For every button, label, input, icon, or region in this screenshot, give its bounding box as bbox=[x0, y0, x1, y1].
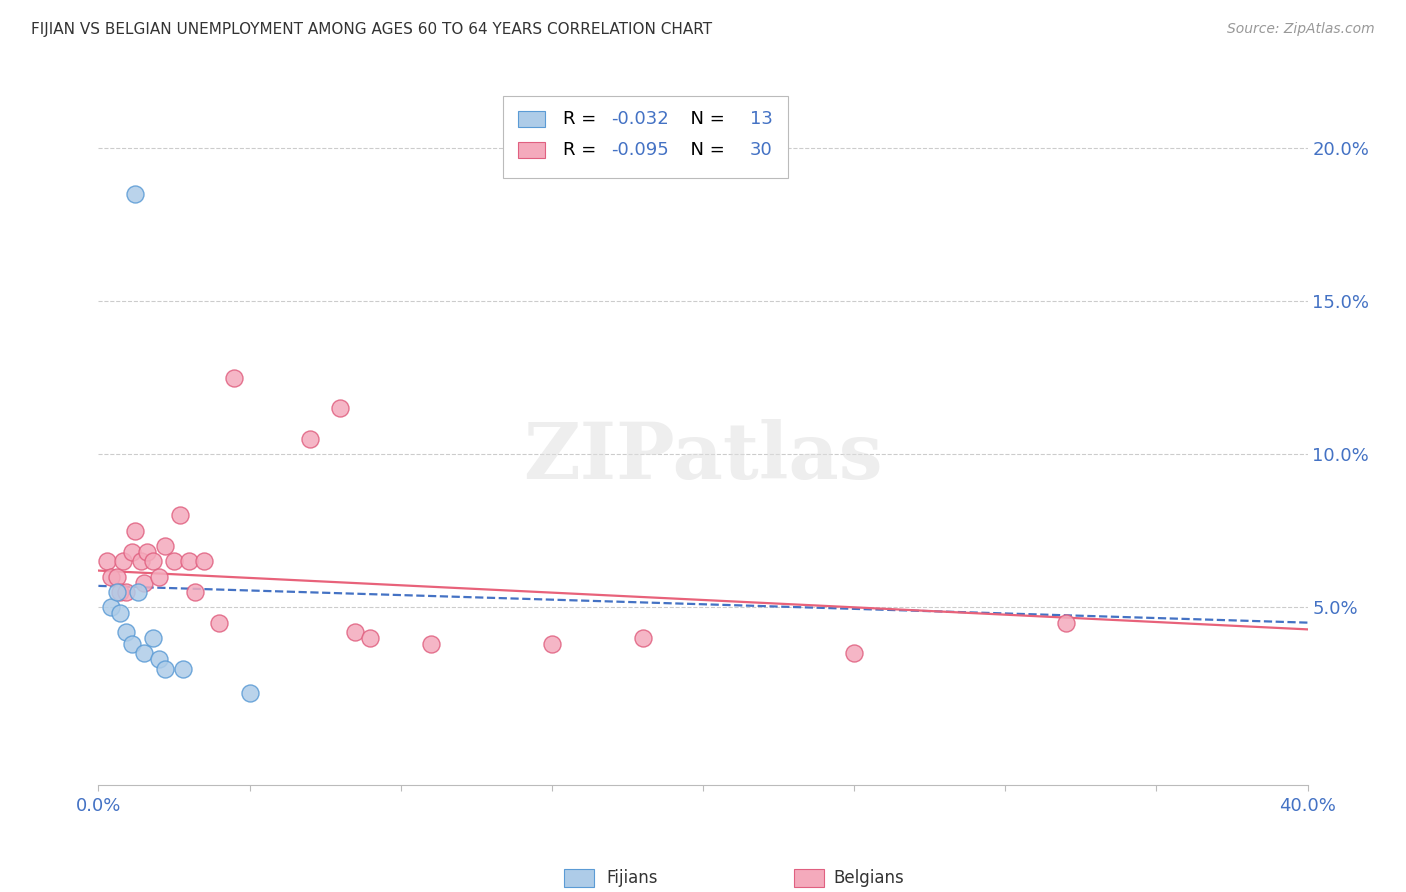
Point bbox=[224, 370, 246, 384]
Point bbox=[299, 432, 322, 446]
Point bbox=[153, 539, 176, 553]
Point bbox=[114, 624, 136, 639]
Point bbox=[208, 615, 231, 630]
Point bbox=[96, 554, 118, 568]
Point bbox=[132, 646, 155, 660]
FancyBboxPatch shape bbox=[517, 142, 544, 158]
Point bbox=[172, 662, 194, 676]
Text: ZIPatlas: ZIPatlas bbox=[523, 418, 883, 495]
Point bbox=[344, 624, 367, 639]
Point bbox=[105, 570, 128, 584]
Point bbox=[184, 585, 207, 599]
Text: Source: ZipAtlas.com: Source: ZipAtlas.com bbox=[1227, 22, 1375, 37]
Point bbox=[1054, 615, 1077, 630]
Point bbox=[420, 637, 443, 651]
Text: FIJIAN VS BELGIAN UNEMPLOYMENT AMONG AGES 60 TO 64 YEARS CORRELATION CHART: FIJIAN VS BELGIAN UNEMPLOYMENT AMONG AGE… bbox=[31, 22, 711, 37]
Point bbox=[329, 401, 352, 416]
Point bbox=[193, 554, 215, 568]
Text: Fijians: Fijians bbox=[606, 869, 658, 887]
Point bbox=[124, 524, 146, 538]
Point bbox=[100, 600, 122, 615]
Point bbox=[179, 554, 201, 568]
Point bbox=[108, 585, 131, 599]
Point bbox=[142, 631, 165, 645]
FancyBboxPatch shape bbox=[503, 96, 787, 178]
Point bbox=[153, 662, 176, 676]
Point bbox=[239, 686, 262, 700]
Point bbox=[111, 554, 134, 568]
FancyBboxPatch shape bbox=[794, 869, 824, 887]
Text: N =: N = bbox=[679, 141, 730, 159]
Point bbox=[105, 585, 128, 599]
Point bbox=[163, 554, 186, 568]
Text: 13: 13 bbox=[751, 111, 773, 128]
Point bbox=[142, 554, 165, 568]
Point bbox=[114, 585, 136, 599]
Text: -0.032: -0.032 bbox=[612, 111, 669, 128]
Point bbox=[148, 570, 170, 584]
Point bbox=[148, 652, 170, 666]
FancyBboxPatch shape bbox=[517, 112, 544, 127]
Text: -0.095: -0.095 bbox=[612, 141, 669, 159]
Point bbox=[844, 646, 866, 660]
Text: 30: 30 bbox=[751, 141, 773, 159]
Text: N =: N = bbox=[679, 111, 730, 128]
Point bbox=[132, 575, 155, 590]
Point bbox=[127, 585, 149, 599]
Point bbox=[121, 545, 143, 559]
Point bbox=[169, 508, 191, 523]
Text: Belgians: Belgians bbox=[834, 869, 904, 887]
Point bbox=[100, 570, 122, 584]
Point bbox=[124, 186, 146, 201]
Point bbox=[108, 607, 131, 621]
Point bbox=[360, 631, 382, 645]
Text: R =: R = bbox=[562, 141, 602, 159]
FancyBboxPatch shape bbox=[564, 869, 595, 887]
Point bbox=[540, 637, 562, 651]
Point bbox=[135, 545, 157, 559]
Text: R =: R = bbox=[562, 111, 602, 128]
Point bbox=[121, 637, 143, 651]
Point bbox=[129, 554, 152, 568]
Point bbox=[631, 631, 654, 645]
